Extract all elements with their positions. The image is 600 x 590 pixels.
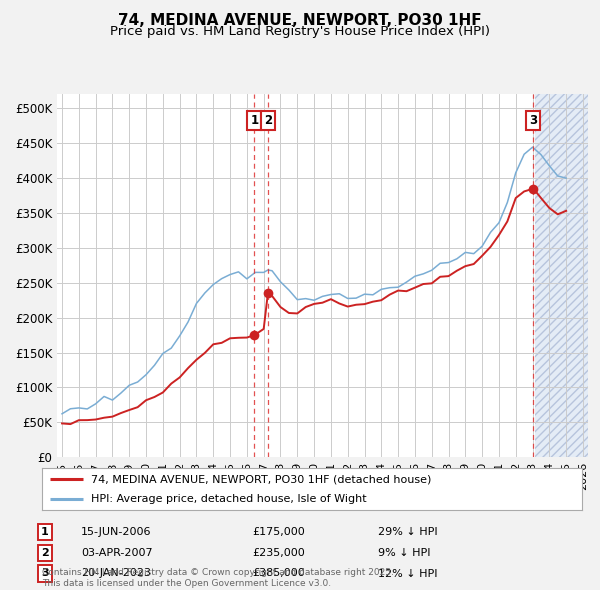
Text: 20-JAN-2023: 20-JAN-2023 (81, 569, 151, 578)
Text: 1: 1 (250, 114, 259, 127)
Text: 9% ↓ HPI: 9% ↓ HPI (378, 548, 431, 558)
Text: £385,000: £385,000 (252, 569, 305, 578)
Text: 74, MEDINA AVENUE, NEWPORT, PO30 1HF (detached house): 74, MEDINA AVENUE, NEWPORT, PO30 1HF (de… (91, 474, 431, 484)
Bar (535, 94, 600, 457)
Text: £235,000: £235,000 (252, 548, 305, 558)
Text: 3: 3 (529, 114, 538, 127)
Text: 74, MEDINA AVENUE, NEWPORT, PO30 1HF: 74, MEDINA AVENUE, NEWPORT, PO30 1HF (118, 13, 482, 28)
Bar (535, 94, 600, 457)
Text: 2: 2 (264, 114, 272, 127)
Text: 3: 3 (41, 569, 49, 578)
Text: Price paid vs. HM Land Registry's House Price Index (HPI): Price paid vs. HM Land Registry's House … (110, 25, 490, 38)
Text: 03-APR-2007: 03-APR-2007 (81, 548, 152, 558)
Bar (535, 94, 600, 457)
Text: 2: 2 (41, 548, 49, 558)
Text: Contains HM Land Registry data © Crown copyright and database right 2025.
This d: Contains HM Land Registry data © Crown c… (42, 568, 394, 588)
Text: 1: 1 (41, 527, 49, 537)
Text: 29% ↓ HPI: 29% ↓ HPI (378, 527, 437, 537)
Text: 12% ↓ HPI: 12% ↓ HPI (378, 569, 437, 578)
Text: £175,000: £175,000 (252, 527, 305, 537)
Text: 15-JUN-2006: 15-JUN-2006 (81, 527, 151, 537)
Text: HPI: Average price, detached house, Isle of Wight: HPI: Average price, detached house, Isle… (91, 494, 366, 504)
